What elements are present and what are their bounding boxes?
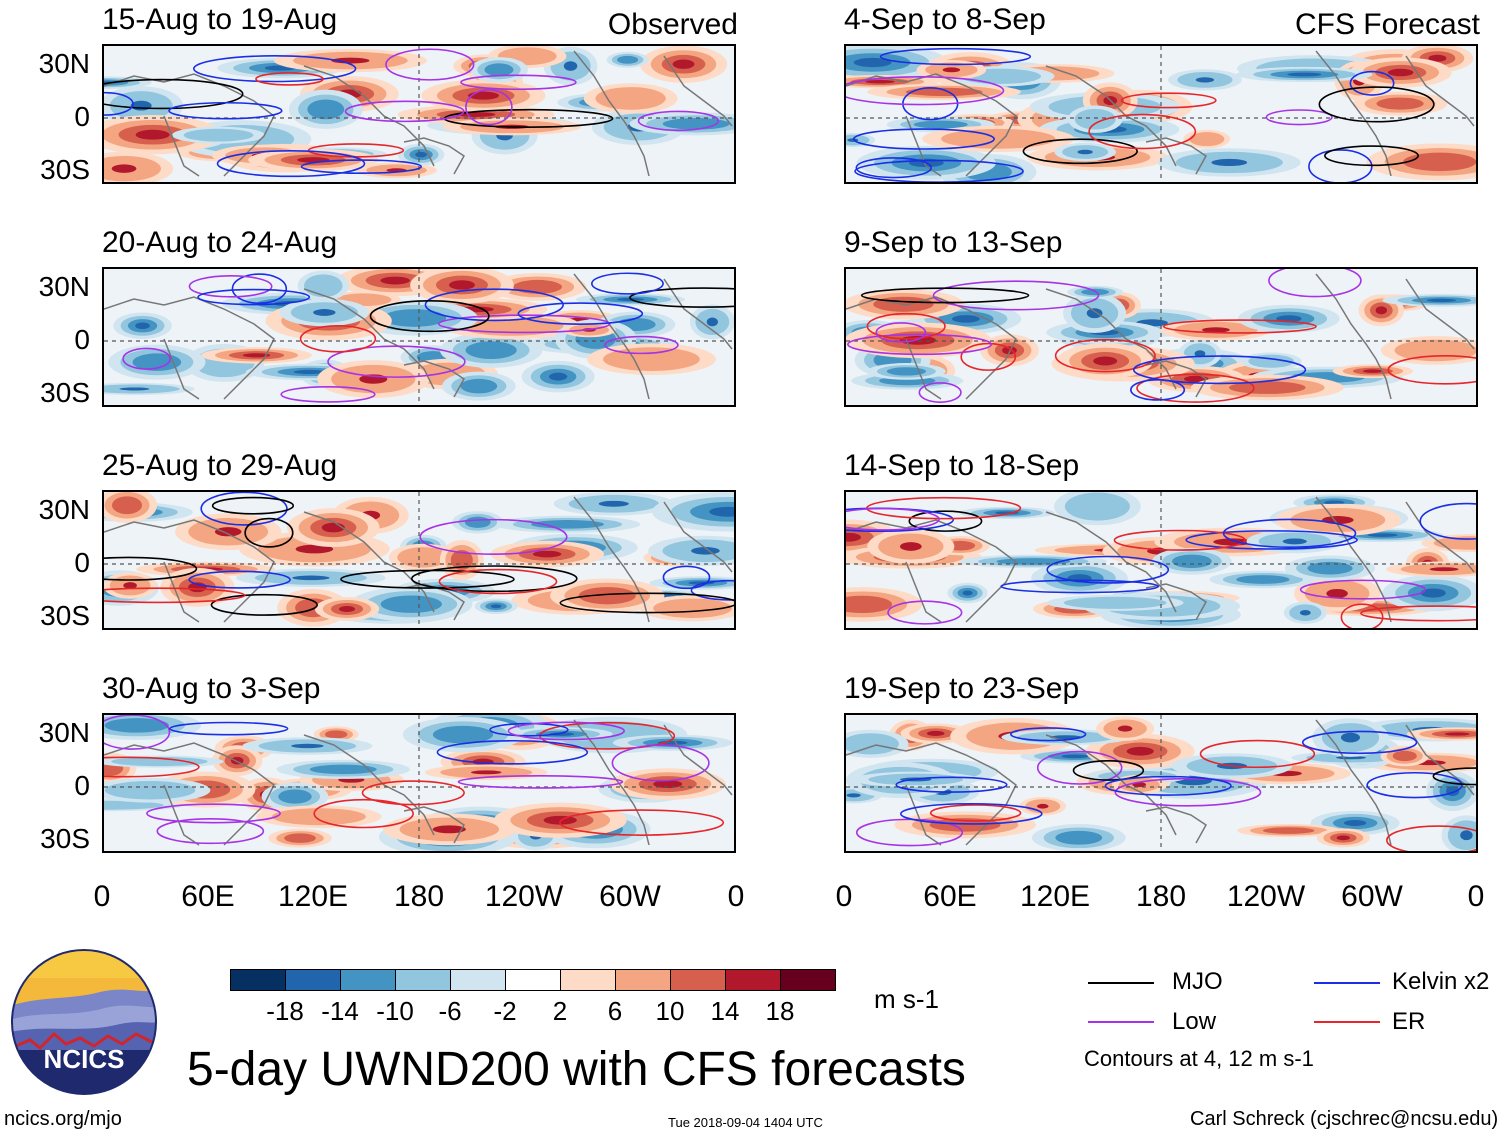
lat-label-30n: 30N: [38, 48, 90, 79]
panel-title-left-3: 25-Aug to 29-Aug: [102, 449, 338, 482]
colorbar-label: 18: [765, 996, 795, 1026]
legend-label-kelvin: Kelvin x2: [1392, 968, 1490, 995]
figure-title: 5-day UWND200 with CFS forecasts: [187, 1043, 966, 1096]
map-panel-right-3: [844, 490, 1478, 630]
logo-text: NCICS: [44, 1044, 125, 1074]
lon-label: 60W: [599, 880, 661, 913]
lat-label-30n: 30N: [38, 494, 90, 525]
lon-label: 180: [1135, 880, 1187, 913]
legend-line-mjo: [1088, 982, 1154, 984]
lon-label: 0: [1467, 880, 1485, 913]
colorbar-swatch: [725, 969, 781, 991]
lat-label-eq: 0: [74, 770, 90, 801]
footer-url[interactable]: ncics.org/mjo: [4, 1108, 122, 1130]
legend-line-low: [1088, 1021, 1154, 1023]
lon-label: 60E: [181, 880, 235, 913]
colorbar-swatch: [615, 969, 671, 991]
footer-timestamp: Tue 2018-09-04 1404 UTC: [668, 1115, 823, 1130]
colorbar-label: -6: [438, 996, 462, 1026]
lat-label-eq: 0: [74, 324, 90, 355]
legend-line-kelvin: [1314, 982, 1380, 984]
lon-label: 0: [835, 880, 853, 913]
legend-label-mjo: MJO: [1172, 968, 1223, 995]
colorbar-label: 10: [655, 996, 685, 1026]
panel-title-right-1: 4-Sep to 8-Sep: [844, 3, 1046, 36]
colorbar-label: 14: [710, 996, 740, 1026]
colorbar-swatch: [230, 969, 286, 991]
map-panel-right-1: [844, 44, 1478, 184]
colorbar-swatch: [450, 969, 506, 991]
lon-label: 120E: [277, 880, 349, 913]
colorbar-swatch: [340, 969, 396, 991]
lat-label-eq: 0: [74, 101, 90, 132]
lon-label: 60W: [1341, 880, 1403, 913]
map-panel-right-2: [844, 267, 1478, 407]
lat-label-30s: 30S: [40, 823, 90, 854]
colorbar-swatch: [505, 969, 561, 991]
colorbar-label: -14: [321, 996, 359, 1026]
lon-label: 180: [393, 880, 445, 913]
lat-label-30n: 30N: [38, 271, 90, 302]
lon-label: 0: [93, 880, 111, 913]
observed-header: Observed: [607, 8, 738, 41]
colorbar-label: -18: [266, 996, 304, 1026]
colorbar-label: -2: [493, 996, 517, 1026]
lat-label-eq: 0: [74, 547, 90, 578]
lon-label: 120W: [484, 880, 564, 913]
colorbar-swatch: [780, 969, 836, 991]
colorbar-swatch: [670, 969, 726, 991]
lat-label-30s: 30S: [40, 377, 90, 408]
forecast-header: CFS Forecast: [1294, 8, 1480, 41]
colorbar-label: 2: [552, 996, 568, 1026]
panel-title-left-1: 15-Aug to 19-Aug: [102, 3, 338, 36]
colorbar-label: 6: [607, 996, 623, 1026]
panel-title-right-4: 19-Sep to 23-Sep: [844, 672, 1080, 705]
map-panel-left-4: [102, 713, 736, 853]
map-panel-left-3: [102, 490, 736, 630]
footer-author[interactable]: Carl Schreck (cjschrec@ncsu.edu): [1190, 1108, 1499, 1130]
lon-label: 120W: [1226, 880, 1306, 913]
legend-label-er: ER: [1392, 1008, 1426, 1035]
colorbar-units: m s-1: [874, 984, 939, 1014]
panel-title-right-2: 9-Sep to 13-Sep: [844, 226, 1063, 259]
lon-label: 0: [727, 880, 745, 913]
legend-label-low: Low: [1172, 1008, 1217, 1035]
lon-label: 60E: [923, 880, 977, 913]
colorbar-label: -10: [376, 996, 414, 1026]
map-panel-right-4: [844, 713, 1478, 853]
colorbar-swatch: [395, 969, 451, 991]
panel-title-left-2: 20-Aug to 24-Aug: [102, 226, 338, 259]
legend-line-er: [1314, 1021, 1380, 1023]
contour-note: Contours at 4, 12 m s-1: [1084, 1046, 1314, 1071]
ncics-logo: NCICS: [10, 948, 158, 1096]
lat-label-30s: 30S: [40, 600, 90, 631]
colorbar-swatch: [285, 969, 341, 991]
colorbar-swatch: [560, 969, 616, 991]
lon-label: 120E: [1019, 880, 1091, 913]
map-panel-left-1: [102, 44, 736, 184]
panel-title-right-3: 14-Sep to 18-Sep: [844, 449, 1080, 482]
lat-label-30s: 30S: [40, 154, 90, 185]
map-panel-left-2: [102, 267, 736, 407]
panel-title-left-4: 30-Aug to 3-Sep: [102, 672, 321, 705]
lat-label-30n: 30N: [38, 717, 90, 748]
